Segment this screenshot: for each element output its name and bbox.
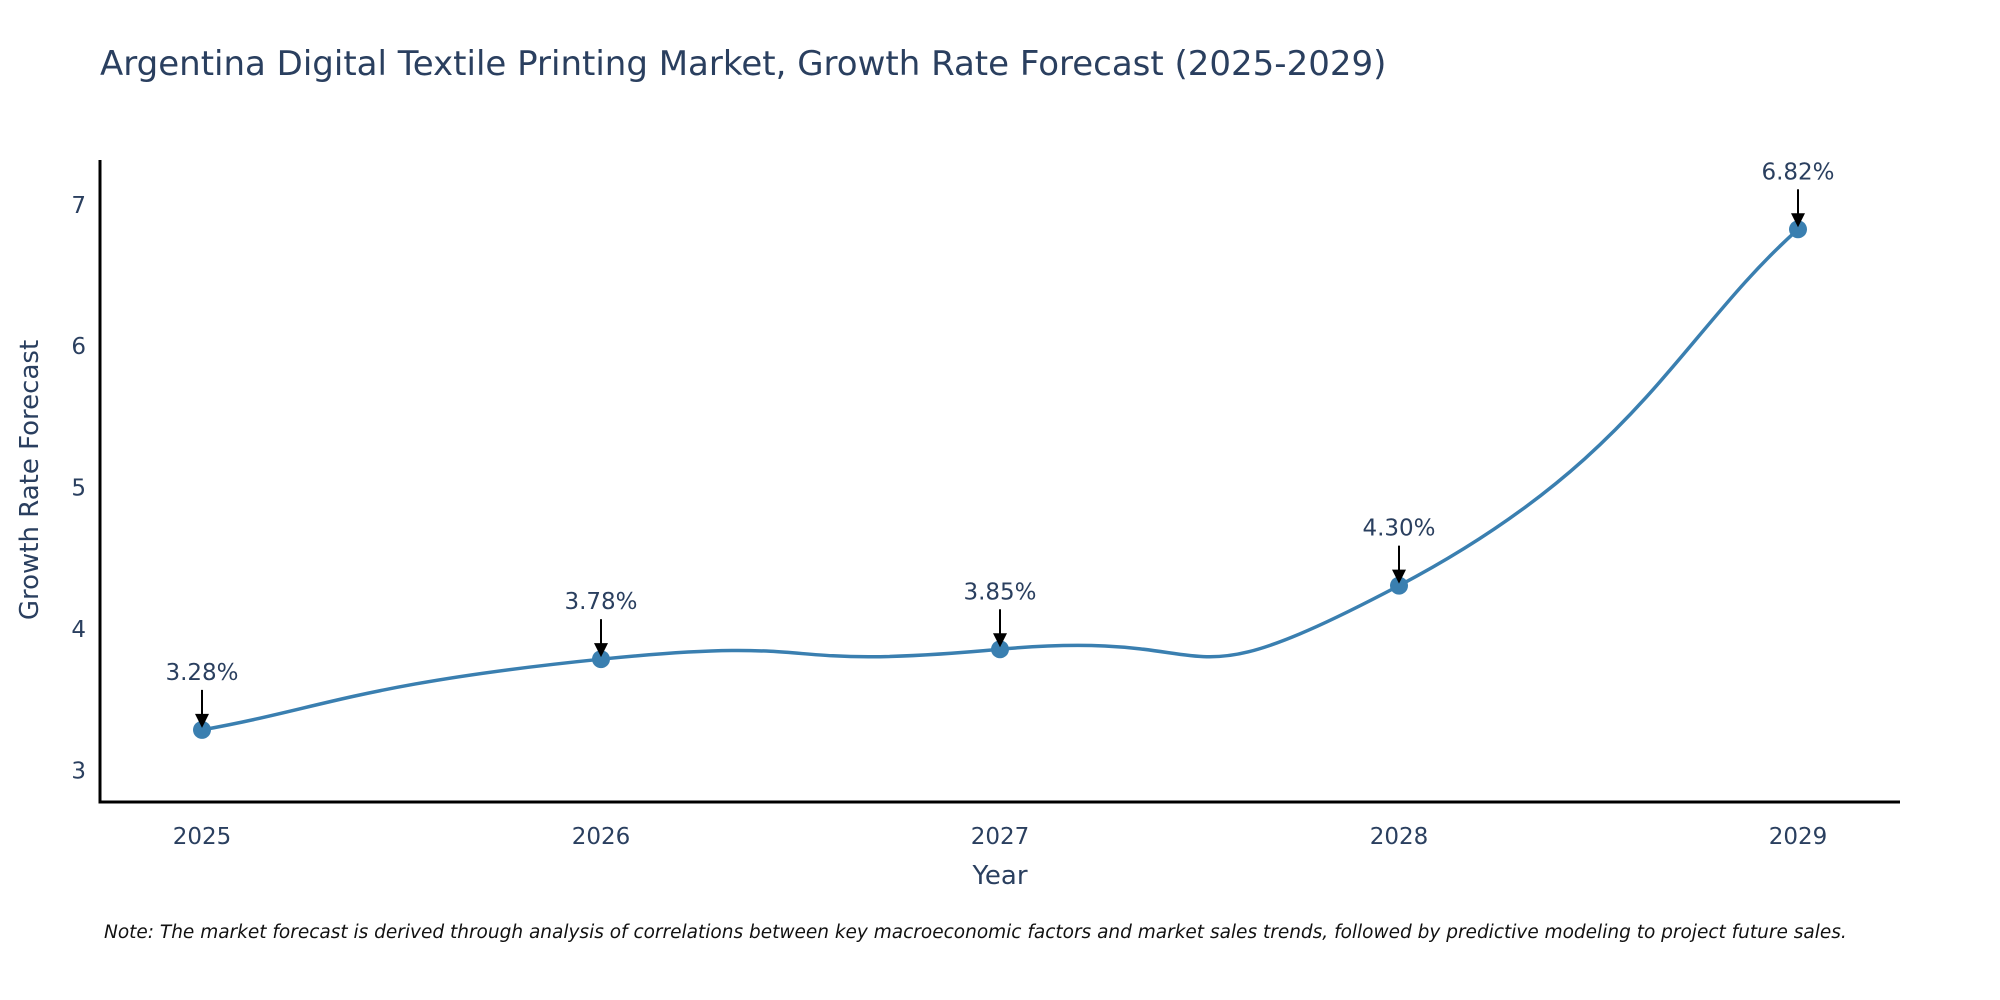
data-annotation: 6.82%	[1761, 159, 1835, 228]
x-tick-label: 2028	[1370, 824, 1429, 850]
data-point	[991, 640, 1009, 659]
y-tick-label: 3	[71, 758, 86, 784]
x-tick-label: 2027	[971, 824, 1030, 850]
data-annotation: 4.30%	[1362, 516, 1436, 584]
y-tick-label: 7	[71, 193, 86, 219]
y-axis-ticks: 3 4 5 6 7	[71, 193, 86, 785]
x-axis-ticks: 2025 2026 2027 2028 2029	[173, 824, 1828, 850]
series-growth-rate	[200, 227, 1800, 732]
data-label: 4.30%	[1362, 516, 1435, 542]
x-axis-title: Year	[971, 861, 1027, 891]
annotation-arrowhead	[195, 713, 209, 728]
annotation-arrowhead	[1392, 569, 1406, 584]
y-tick-label: 5	[71, 476, 86, 502]
y-tick-label: 6	[71, 334, 86, 360]
data-point	[592, 650, 610, 669]
data-label: 3.78%	[564, 589, 637, 615]
data-point	[1390, 576, 1408, 595]
data-label: 3.28%	[165, 660, 238, 686]
x-tick-label: 2026	[572, 824, 631, 850]
annotation-arrowhead	[594, 643, 608, 658]
y-axis-title: Growth Rate Forecast	[15, 340, 45, 620]
data-annotation: 3.28%	[165, 660, 239, 728]
data-label: 6.82%	[1761, 159, 1834, 185]
data-annotation: 3.78%	[564, 589, 638, 658]
annotation-arrowhead	[993, 633, 1007, 648]
data-label: 3.85%	[963, 579, 1036, 605]
data-annotations: 3.28% 3.78% 3.85% 4.30% 6.82%	[165, 159, 1835, 728]
data-point	[193, 720, 211, 739]
y-tick-label: 4	[71, 617, 86, 643]
data-points	[193, 220, 1807, 739]
series-line	[200, 227, 1800, 732]
data-point	[1789, 220, 1807, 239]
data-annotation: 3.85%	[963, 579, 1037, 648]
chart-title: Argentina Digital Textile Printing Marke…	[100, 44, 1387, 84]
x-tick-label: 2025	[173, 824, 232, 850]
axes	[98, 160, 1900, 804]
footnote: Note: The market forecast is derived thr…	[104, 922, 1847, 943]
x-tick-label: 2029	[1769, 824, 1828, 850]
annotation-arrowhead	[1791, 213, 1805, 228]
